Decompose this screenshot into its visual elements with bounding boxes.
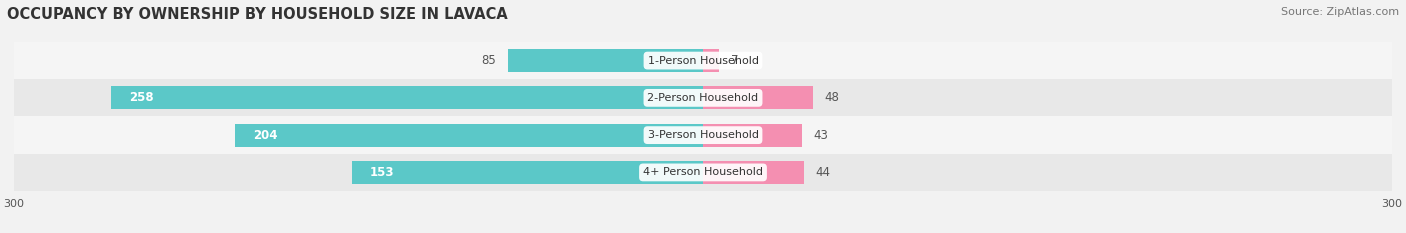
Bar	[703, 123, 801, 147]
Bar	[703, 86, 813, 110]
Text: 258: 258	[129, 91, 153, 104]
Bar	[508, 49, 703, 72]
Bar	[703, 49, 718, 72]
Text: 85: 85	[482, 54, 496, 67]
Text: 43: 43	[813, 129, 828, 142]
Text: 3-Person Household: 3-Person Household	[648, 130, 758, 140]
Text: 44: 44	[815, 166, 831, 179]
Text: 1-Person Household: 1-Person Household	[648, 56, 758, 65]
Text: 7: 7	[731, 54, 738, 67]
Text: Source: ZipAtlas.com: Source: ZipAtlas.com	[1281, 7, 1399, 17]
Bar	[14, 42, 1392, 79]
Bar	[14, 116, 1392, 154]
Bar	[111, 86, 703, 110]
Text: OCCUPANCY BY OWNERSHIP BY HOUSEHOLD SIZE IN LAVACA: OCCUPANCY BY OWNERSHIP BY HOUSEHOLD SIZE…	[7, 7, 508, 22]
Text: 204: 204	[253, 129, 277, 142]
Bar	[235, 123, 703, 147]
Text: 48: 48	[825, 91, 839, 104]
Bar	[14, 154, 1392, 191]
Bar	[14, 79, 1392, 116]
Bar	[703, 161, 804, 184]
Text: 4+ Person Household: 4+ Person Household	[643, 168, 763, 177]
Text: 153: 153	[370, 166, 395, 179]
Bar	[352, 161, 703, 184]
Text: 2-Person Household: 2-Person Household	[647, 93, 759, 103]
